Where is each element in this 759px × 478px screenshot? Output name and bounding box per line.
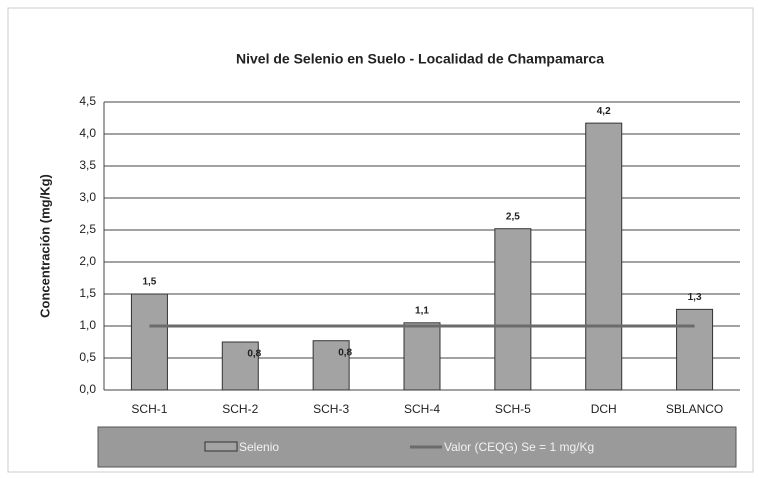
y-tick-label: 0,0 xyxy=(79,382,96,396)
y-tick-label: 2,0 xyxy=(79,254,96,268)
bar xyxy=(403,322,441,391)
chart-frame xyxy=(7,7,754,473)
y-axis-title: Concentración (mg/Kg) xyxy=(37,174,52,318)
bar xyxy=(494,228,532,391)
value-label: 0,8 xyxy=(247,349,261,360)
y-tick-label: 2,5 xyxy=(79,222,96,236)
bar xyxy=(676,308,714,391)
bar xyxy=(312,340,350,391)
bar xyxy=(221,341,259,391)
value-label: 2,5 xyxy=(506,211,520,222)
value-label: 1,5 xyxy=(142,277,156,288)
chart-title: Nivel de Selenio en Suelo - Localidad de… xyxy=(236,51,604,67)
value-label: 1,3 xyxy=(688,292,702,303)
bar xyxy=(130,293,168,391)
y-tick-label: 1,0 xyxy=(79,318,96,332)
y-tick-label: 3,5 xyxy=(79,158,96,172)
x-tick-label: SCH-1 xyxy=(131,402,167,416)
value-label: 4,2 xyxy=(597,106,611,117)
legend-swatch xyxy=(204,441,238,452)
value-label: 1,1 xyxy=(415,305,429,316)
x-tick-label: SCH-5 xyxy=(495,402,531,416)
x-tick-label: SCH-4 xyxy=(404,402,440,416)
y-tick-label: 0,5 xyxy=(79,350,96,364)
x-tick-label: SCH-2 xyxy=(222,402,258,416)
y-tick-label: 3,0 xyxy=(79,190,96,204)
legend-label: Valor (CEQG) Se = 1 mg/Kg xyxy=(444,440,594,454)
bar xyxy=(585,122,623,391)
x-tick-label: DCH xyxy=(591,402,617,416)
value-label: 0,8 xyxy=(338,347,352,358)
legend-label: Selenio xyxy=(239,440,279,454)
x-tick-label: SCH-3 xyxy=(313,402,349,416)
x-tick-label: SBLANCO xyxy=(666,402,723,416)
y-tick-label: 1,5 xyxy=(79,286,96,300)
y-tick-label: 4,5 xyxy=(79,94,96,108)
y-tick-label: 4,0 xyxy=(79,126,96,140)
